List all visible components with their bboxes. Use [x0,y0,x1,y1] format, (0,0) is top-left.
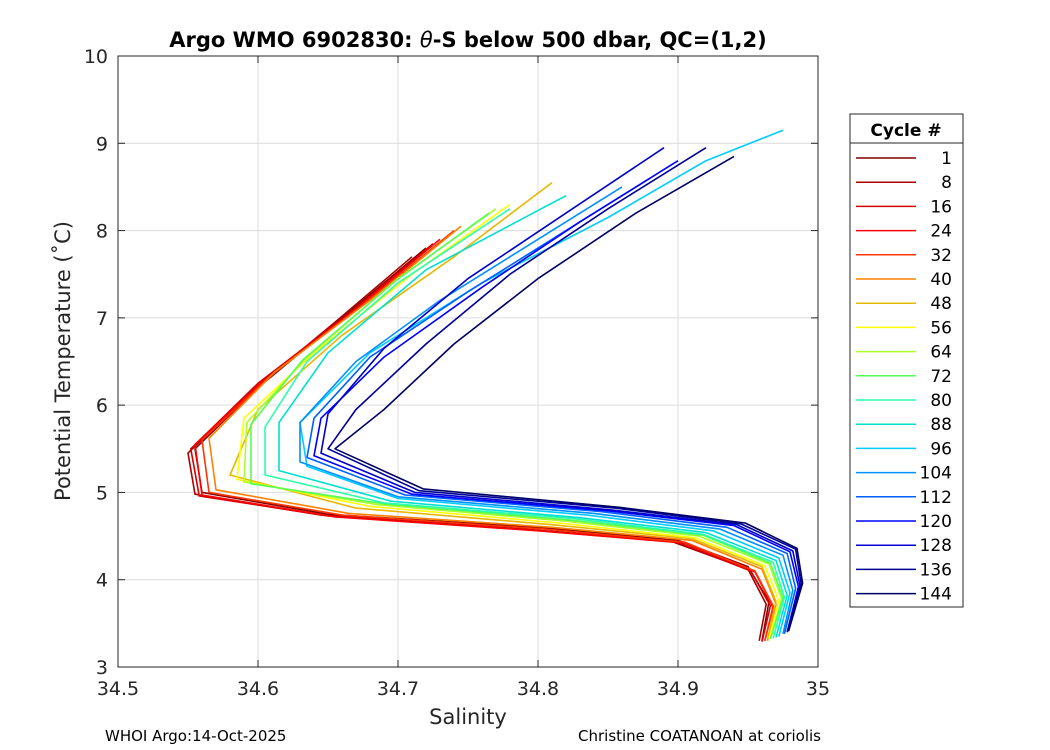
y-tick-label: 7 [96,308,108,330]
y-tick-label: 5 [96,482,108,504]
legend-entries: 1 8 16 24 32 40 48 56 64 72 80 88 96 104 112 120 128 136 1… [856,149,952,605]
x-tick-label: 34.7 [377,678,419,700]
legend-label: 136 [920,560,952,580]
y-tick-label: 8 [96,221,108,243]
legend-label: 88 [930,415,952,435]
series-line-cycle-128 [320,147,801,633]
legend-label: 120 [920,512,952,532]
x-tick-label: 34.8 [517,678,559,700]
legend-label: 96 [930,439,952,459]
legend-label: 128 [920,536,952,556]
y-tick-label: 10 [84,46,108,68]
series-line-cycle-88 [278,194,789,638]
plot-area [118,56,818,667]
y-tick-label: 9 [96,133,108,155]
footer-right: Christine COATANOAN at coriolis [578,727,821,745]
legend-label: 16 [930,197,952,217]
x-axis-label: Salinity [429,705,507,729]
chart-title: Argo WMO 6902830: θ-S below 500 dbar, QC… [169,28,766,52]
legend-label: 24 [930,222,952,242]
legend-label: 40 [930,270,952,290]
x-tick-label: 34.9 [657,678,699,700]
series-line-cycle-80 [264,208,786,639]
title-prefix: Argo WMO 6902830: [169,28,420,52]
series-line-cycle-112 [306,177,797,634]
axes-box [117,55,819,668]
legend-label: 104 [920,464,952,484]
legend-label: 112 [920,488,952,508]
x-tick-label: 34.6 [237,678,279,700]
data-series [187,129,804,642]
legend-label: 64 [930,343,952,363]
footer-left: WHOI Argo:14-Oct-2025 [105,727,286,745]
y-axis-label: Potential Temperature (˚C) [51,221,75,501]
series-line-cycle-96 [299,129,791,637]
x-tick-label: 34.5 [97,678,139,700]
legend-label: 144 [920,585,952,605]
series-line-cycle-144 [334,155,804,632]
x-axis-ticks: 34.5 34.6 34.7 34.8 34.9 35 [97,56,830,700]
series-line-cycle-120 [313,160,800,633]
y-tick-label: 4 [96,570,108,592]
legend-label: 80 [930,391,952,411]
legend-label: 72 [930,367,952,387]
series-line-cycle-40 [208,225,777,641]
legend-label: 32 [930,246,952,266]
legend-box [849,113,964,608]
legend-label: 48 [930,294,952,314]
series-line-cycle-72 [250,212,784,640]
legend: Cycle # 1 8 16 24 32 40 48 56 64 72 80 88 96 104 112 12… [849,113,964,608]
legend-label: 1 [941,149,952,169]
title-suffix: -S below 500 dbar, QC=(1,2) [433,28,767,52]
legend-title: Cycle # [870,121,941,141]
series-line-cycle-136 [327,147,803,633]
y-tick-label: 3 [96,657,108,679]
y-tick-label: 6 [96,395,108,417]
x-tick-label: 35 [806,678,830,700]
y-axis-ticks: 3 4 5 6 7 8 9 10 [84,46,818,679]
title-theta: θ [420,28,433,52]
series-line-cycle-104 [299,186,794,634]
legend-label: 8 [941,173,952,193]
legend-label: 56 [930,318,952,338]
